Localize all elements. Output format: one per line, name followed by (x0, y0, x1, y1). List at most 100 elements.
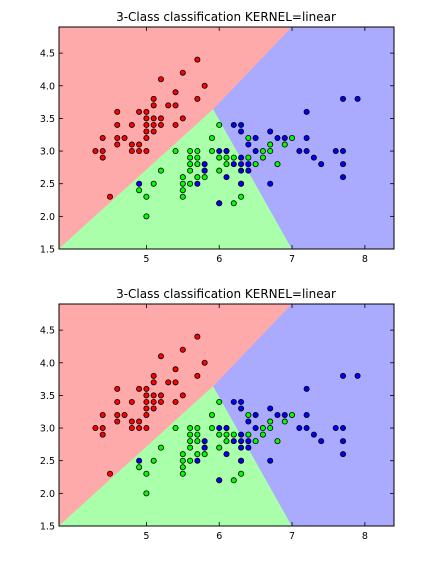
data-point-class-0 (179, 69, 186, 76)
data-point-class-2 (354, 372, 361, 379)
data-point-class-2 (281, 134, 288, 141)
data-point-class-1 (187, 444, 194, 451)
data-point-class-2 (230, 121, 237, 128)
data-point-class-2 (238, 457, 245, 464)
data-point-class-0 (194, 95, 201, 102)
data-point-class-0 (201, 359, 208, 366)
data-point-class-0 (136, 418, 143, 425)
data-point-class-0 (165, 379, 172, 386)
data-point-class-0 (150, 405, 157, 412)
y-tick-label: 1.5 (40, 245, 55, 256)
y-tick-label: 2.5 (40, 456, 55, 467)
y-tick-label: 3.5 (40, 391, 55, 402)
data-point-class-0 (143, 108, 150, 115)
data-point-class-0 (114, 418, 121, 425)
data-point-class-1 (194, 154, 201, 161)
x-tick-label: 7 (289, 254, 295, 265)
data-point-class-1 (179, 193, 186, 200)
data-point-class-1 (216, 398, 223, 405)
data-point-class-2 (194, 457, 201, 464)
data-point-class-1 (281, 141, 288, 148)
data-point-class-1 (267, 148, 274, 155)
data-point-class-0 (150, 102, 157, 109)
data-point-class-2 (267, 457, 274, 464)
data-point-class-0 (143, 128, 150, 135)
data-point-class-2 (194, 180, 201, 187)
data-point-class-2 (245, 438, 252, 445)
data-point-class-2 (303, 134, 310, 141)
data-point-class-1 (136, 464, 143, 471)
data-point-class-2 (201, 444, 208, 451)
data-point-class-2 (303, 425, 310, 432)
plot-frame (58, 303, 395, 527)
data-point-class-1 (187, 148, 194, 155)
data-point-class-0 (172, 102, 179, 109)
data-point-class-2 (340, 438, 347, 445)
data-point-class-2 (274, 134, 281, 141)
data-point-class-0 (128, 141, 135, 148)
data-point-class-2 (267, 405, 274, 412)
data-point-class-1 (194, 161, 201, 168)
data-point-class-0 (106, 470, 113, 477)
data-point-class-1 (179, 457, 186, 464)
data-point-class-2 (274, 411, 281, 418)
data-point-class-1 (187, 438, 194, 445)
data-point-class-0 (143, 425, 150, 432)
data-point-class-1 (187, 431, 194, 438)
data-point-class-0 (136, 385, 143, 392)
data-point-class-0 (128, 418, 135, 425)
data-point-class-2 (238, 431, 245, 438)
data-point-class-1 (179, 451, 186, 458)
data-point-class-1 (281, 418, 288, 425)
y-tick-label: 4.0 (40, 358, 55, 369)
data-point-class-1 (274, 438, 281, 445)
x-tick-label: 5 (143, 531, 149, 542)
data-point-class-2 (216, 477, 223, 484)
data-point-class-2 (303, 411, 310, 418)
decision-regions (59, 27, 394, 249)
data-point-class-0 (92, 425, 99, 432)
data-point-class-2 (238, 167, 245, 174)
data-point-class-0 (143, 405, 150, 412)
data-point-class-2 (340, 174, 347, 181)
data-point-class-1 (150, 180, 157, 187)
data-point-class-0 (172, 89, 179, 96)
data-point-class-0 (179, 115, 186, 122)
data-point-class-2 (223, 174, 230, 181)
data-point-class-0 (165, 102, 172, 109)
data-point-class-2 (281, 411, 288, 418)
y-tick-label: 2.5 (40, 179, 55, 190)
data-point-class-0 (136, 148, 143, 155)
data-point-class-1 (179, 187, 186, 194)
data-point-class-0 (99, 431, 106, 438)
data-point-class-0 (121, 134, 128, 141)
data-point-class-2 (296, 148, 303, 155)
data-point-class-0 (114, 385, 121, 392)
data-point-class-0 (114, 121, 121, 128)
data-point-class-0 (92, 148, 99, 155)
plot-frame (58, 26, 395, 250)
data-point-class-1 (187, 161, 194, 168)
data-point-class-2 (267, 180, 274, 187)
subplot-bottom: 3-Class classification KERNEL=linear 5 6 7… (40, 287, 395, 542)
data-point-class-1 (143, 193, 150, 200)
x-tick-label: 8 (362, 531, 368, 542)
data-point-class-1 (157, 444, 164, 451)
y-tick-label: 2.0 (40, 212, 55, 223)
data-point-class-2 (340, 372, 347, 379)
y-tick-label: 2.0 (40, 489, 55, 500)
data-point-class-1 (208, 134, 215, 141)
y-tick-label: 1.5 (40, 522, 55, 533)
data-point-class-0 (150, 115, 157, 122)
data-point-class-2 (238, 180, 245, 187)
data-point-class-2 (354, 95, 361, 102)
data-point-class-1 (245, 411, 252, 418)
data-point-class-1 (216, 431, 223, 438)
data-point-class-0 (150, 128, 157, 135)
data-point-class-2 (303, 148, 310, 155)
data-point-class-0 (194, 56, 201, 63)
data-point-class-0 (157, 398, 164, 405)
data-point-class-0 (150, 121, 157, 128)
y-tick-label: 3.0 (40, 147, 55, 158)
data-point-class-2 (340, 95, 347, 102)
